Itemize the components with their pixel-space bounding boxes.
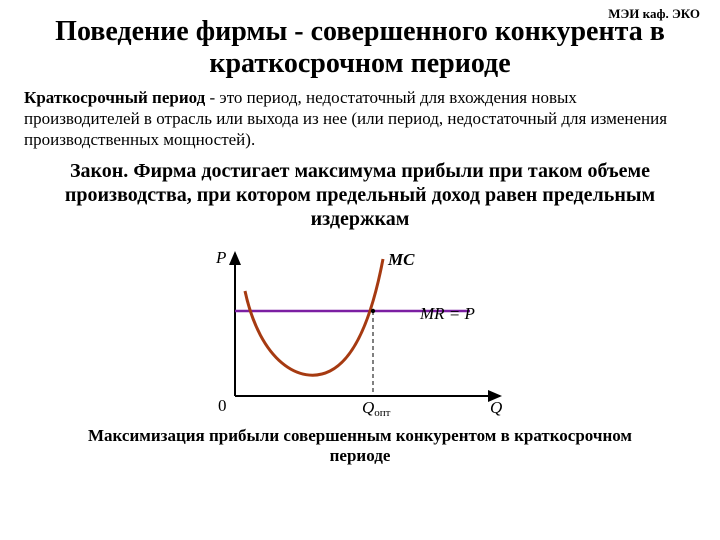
law-lead: Закон. [70,160,128,182]
chart-caption: Максимизация прибыли совершенным конкуре… [0,426,720,467]
svg-text:Qопт: Qопт [362,398,391,419]
chart-container: P Q 0 MC MR = P Qопт [0,241,720,426]
header-institution: МЭИ каф. ЭКО [608,6,700,22]
definition-lead: Краткосрочный период [24,88,205,107]
svg-text:MC: MC [387,250,415,269]
svg-text:0: 0 [218,396,227,415]
svg-text:Q: Q [490,398,502,417]
definition-paragraph: Краткосрочный период - это период, недос… [0,86,720,154]
law-paragraph: Закон. Фирма достигает максимума прибыли… [0,155,720,237]
svg-text:P: P [215,248,226,267]
law-body: Фирма достигает максимума прибыли при та… [65,160,655,230]
mc-mr-chart: P Q 0 MC MR = P Qопт [180,241,540,421]
svg-text:MR = P: MR = P [419,304,475,323]
